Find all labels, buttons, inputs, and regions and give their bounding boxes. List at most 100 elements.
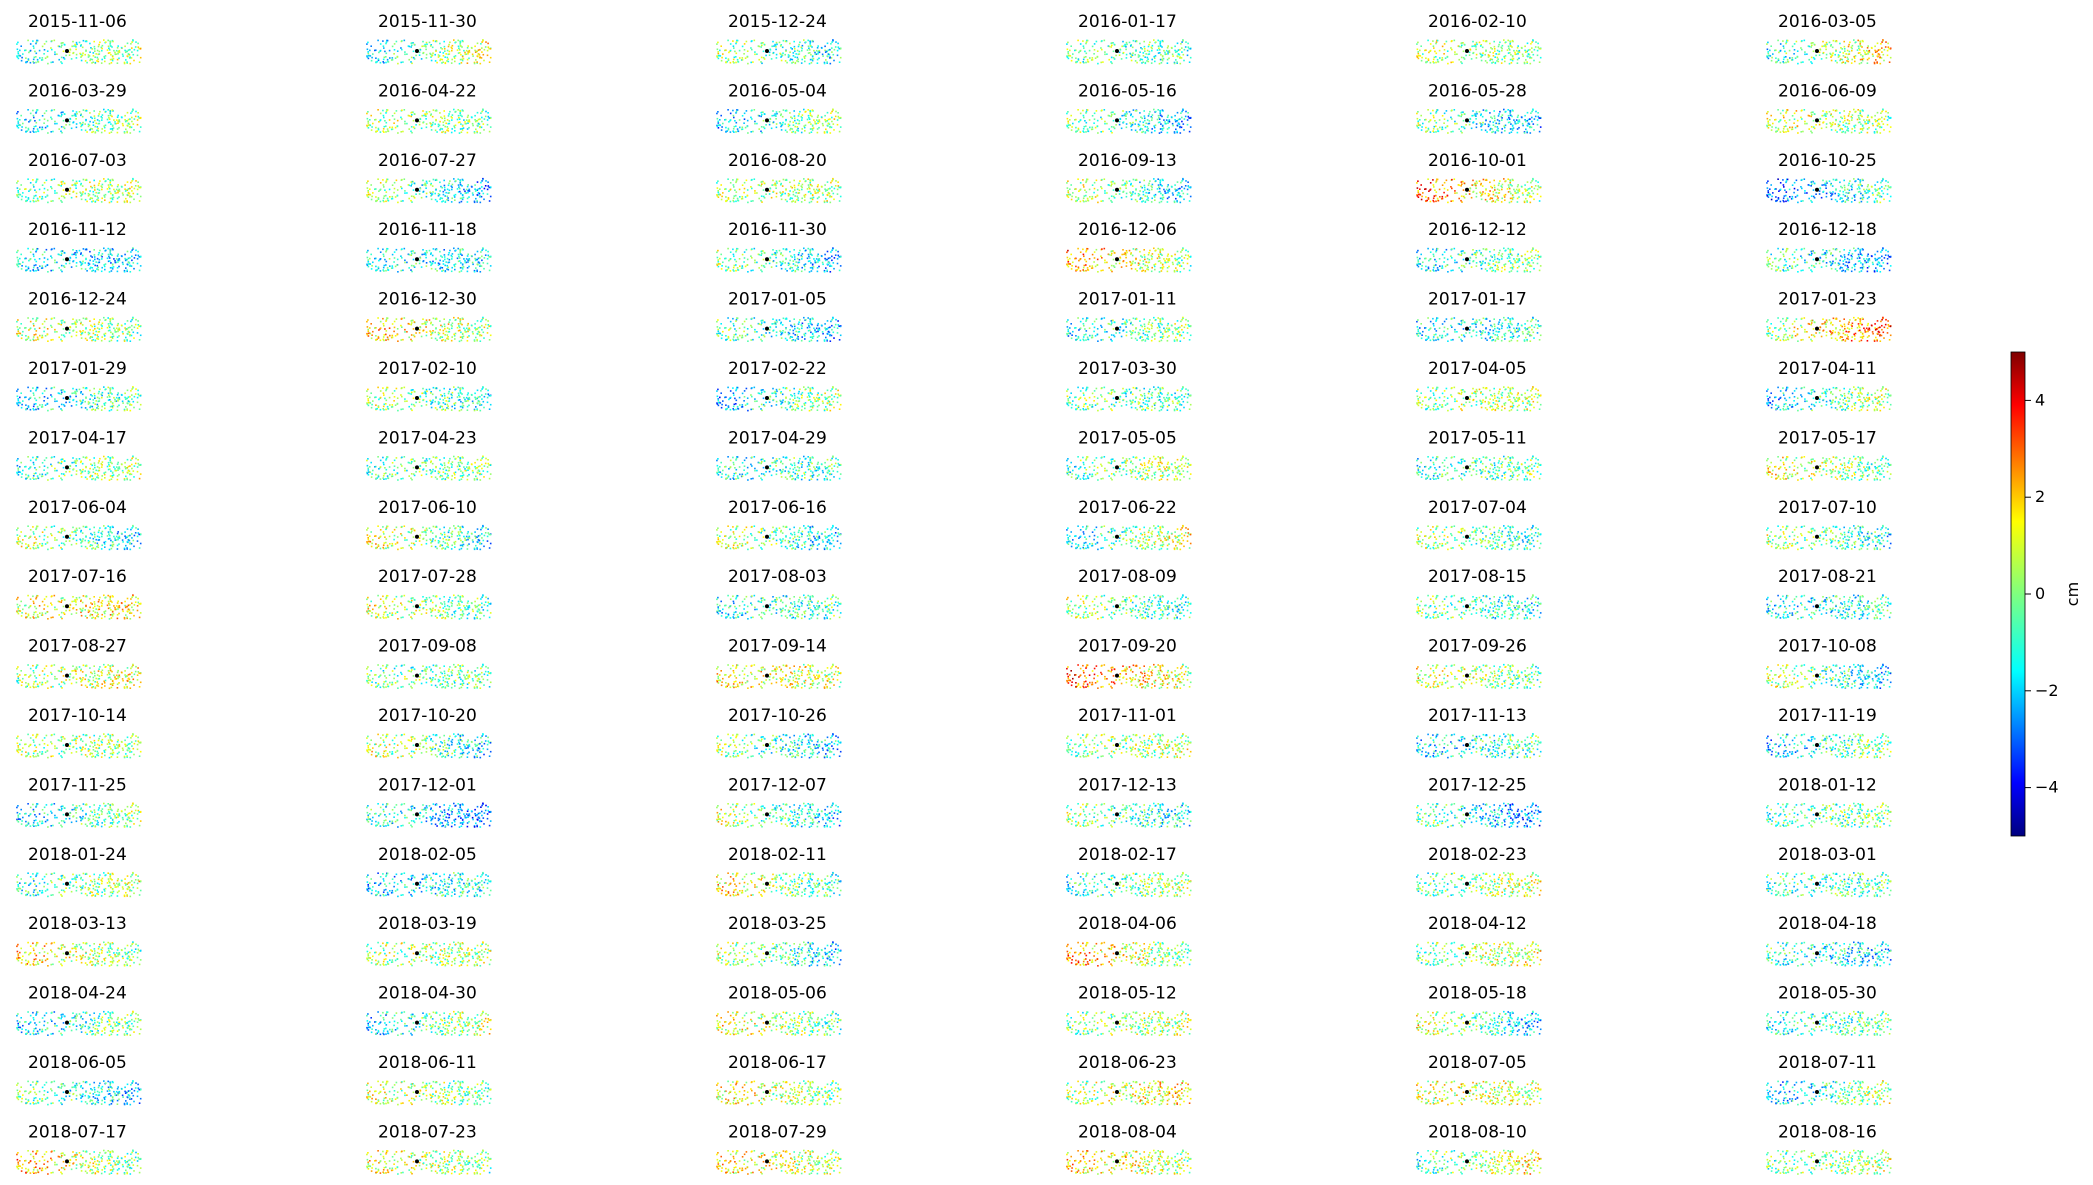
scatter-point [1084,57,1086,59]
scatter-point [16,182,18,184]
scatter-point [117,45,119,47]
scatter-point [1528,192,1530,194]
scatter-point [1187,189,1189,191]
scatter-point [786,110,788,112]
scatter-point [93,52,95,54]
scatter-point [1088,200,1090,202]
scatter-point [1783,117,1785,119]
scatter-point [1877,125,1879,127]
scatter-point [61,112,63,114]
scatter-point [1162,179,1164,181]
scatter-point [835,180,837,182]
scatter-point [487,193,489,195]
scatter-point [444,185,446,187]
scatter-point [420,49,422,51]
scatter-point [18,194,20,196]
scatter-point [1417,195,1419,197]
scatter-point [1185,185,1187,187]
scatter-point [124,46,126,48]
scatter-point [102,45,104,47]
scatter-point [54,190,56,192]
scatter-point [733,128,735,130]
scatter-point [466,119,468,121]
scatter-point [1887,50,1889,52]
scatter-point [385,112,387,114]
scatter-point [93,191,95,193]
scatter-point [97,189,99,191]
scatter-point [451,128,453,130]
reference-point [1465,49,1469,53]
scatter-point [1132,185,1134,187]
scatter-point [63,57,65,59]
scatter-point [459,182,461,184]
scatter-point [50,255,52,257]
scatter-point [389,119,391,121]
scatter-point [1486,41,1488,43]
scatter-point [400,131,402,133]
scatter-point [833,54,835,56]
scatter-point [401,118,403,120]
scatter-point [99,192,101,194]
scatter-point [406,53,408,55]
scatter-point [835,185,837,187]
scatter-point [1174,184,1176,186]
panel: 2016-03-29 [16,81,141,134]
scatter-point [829,118,831,120]
scatter-point [426,113,428,115]
scatter-point [728,121,730,123]
scatter-point [131,180,133,182]
scatter-point [1151,119,1153,121]
scatter-point [380,201,382,203]
scatter-point [751,49,753,51]
scatter-point [423,45,425,47]
scatter-point [1507,40,1509,42]
scatter-point [1525,198,1527,200]
scatter-point [1770,55,1772,57]
scatter-point [1522,194,1524,196]
scatter-point [1187,50,1189,52]
scatter-point [98,115,100,117]
scatter-point [440,116,442,118]
scatter-point [481,196,483,198]
scatter-point [480,202,482,204]
scatter-point [1416,182,1418,184]
scatter-point [1121,115,1123,117]
scatter-point [137,124,139,126]
scatter-point [1513,50,1515,52]
scatter-point [725,57,727,59]
scatter-point [1111,132,1113,134]
scatter-point [1167,198,1169,200]
scatter-point [830,112,832,114]
scatter-point [1833,179,1835,181]
scatter-point [817,53,819,55]
scatter-point [457,119,459,121]
scatter-point [1518,127,1520,129]
scatter-point [392,59,394,61]
scatter-point [728,197,730,199]
scatter-point [130,112,132,114]
scatter-point [1838,124,1840,126]
scatter-point [1158,184,1160,186]
scatter-point [1123,115,1125,117]
scatter-point [1858,115,1860,117]
scatter-point [1851,198,1853,200]
scatter-point [54,178,56,180]
scatter-point [34,120,36,122]
scatter-point [1504,196,1506,198]
scatter-point [126,61,128,63]
scatter-point [1473,115,1475,117]
scatter-point [1181,190,1183,192]
scatter-point [1839,198,1841,200]
scatter-point [1110,61,1112,63]
scatter-point [1179,49,1181,51]
scatter-point [1417,56,1419,58]
scatter-point [1111,183,1113,185]
scatter-point [1810,61,1812,63]
scatter-point [1115,124,1117,126]
scatter-point [1142,59,1144,61]
scatter-point [751,179,753,181]
scatter-point [1504,199,1506,201]
scatter-point [1167,132,1169,134]
scatter-point [385,131,387,133]
scatter-point [817,201,819,203]
